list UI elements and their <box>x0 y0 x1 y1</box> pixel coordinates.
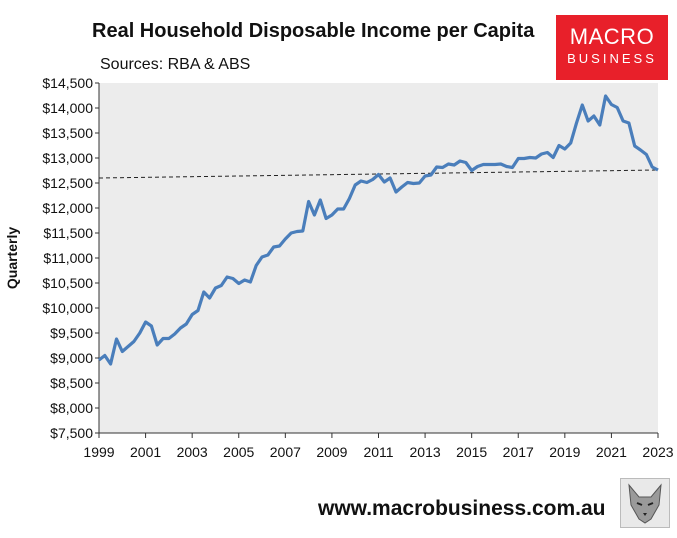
x-tick-label: 2003 <box>177 444 208 460</box>
trend-line <box>98 169 659 179</box>
income-series-line <box>98 94 659 366</box>
y-tick-label: $14,500 <box>42 75 93 91</box>
y-tick-label: $8,000 <box>50 400 93 416</box>
logo-line1: MACRO <box>569 24 655 49</box>
y-tick-label: $11,500 <box>43 225 93 241</box>
chart-title: Real Household Disposable Income per Cap… <box>92 20 535 42</box>
x-tick-label: 2013 <box>410 444 441 460</box>
x-tick-label: 2021 <box>596 444 627 460</box>
y-tick-label: $10,000 <box>42 300 93 316</box>
y-tick-label: $8,500 <box>50 375 93 391</box>
chart-subtitle: Sources: RBA & ABS <box>100 56 251 73</box>
y-tick-label: $14,000 <box>42 100 93 116</box>
y-tick-label: $9,000 <box>50 350 93 366</box>
x-tick-label: 2019 <box>549 444 580 460</box>
y-tick-label: $9,500 <box>50 325 93 341</box>
plot-area <box>99 83 658 433</box>
y-tick-label: $7,500 <box>50 425 93 441</box>
macrobusiness-logo: MACRO BUSINESS <box>556 15 668 80</box>
x-tick-label: 2007 <box>270 444 301 460</box>
logo-line2: BUSINESS <box>567 51 657 66</box>
y-tick-label: $13,500 <box>42 125 93 141</box>
x-tick-label: 2005 <box>223 444 254 460</box>
y-tick-label: $12,500 <box>42 175 93 191</box>
x-tick-label: 2011 <box>363 444 393 460</box>
x-tick-label: 2023 <box>642 444 673 460</box>
x-tick-label: 2009 <box>316 444 347 460</box>
footer-url: www.macrobusiness.com.au <box>318 497 606 520</box>
y-tick-label: $13,000 <box>42 150 93 166</box>
y-tick-label: $11,000 <box>43 250 93 266</box>
y-tick-label: $10,500 <box>42 275 93 291</box>
x-tick-label: 1999 <box>83 444 114 460</box>
y-axis-label: Quarterly <box>4 227 20 289</box>
wolf-logo-icon <box>620 478 670 528</box>
x-tick-label: 2001 <box>130 444 161 460</box>
x-tick-label: 2017 <box>503 444 534 460</box>
x-tick-label: 2015 <box>456 444 487 460</box>
y-tick-label: $12,000 <box>42 200 93 216</box>
